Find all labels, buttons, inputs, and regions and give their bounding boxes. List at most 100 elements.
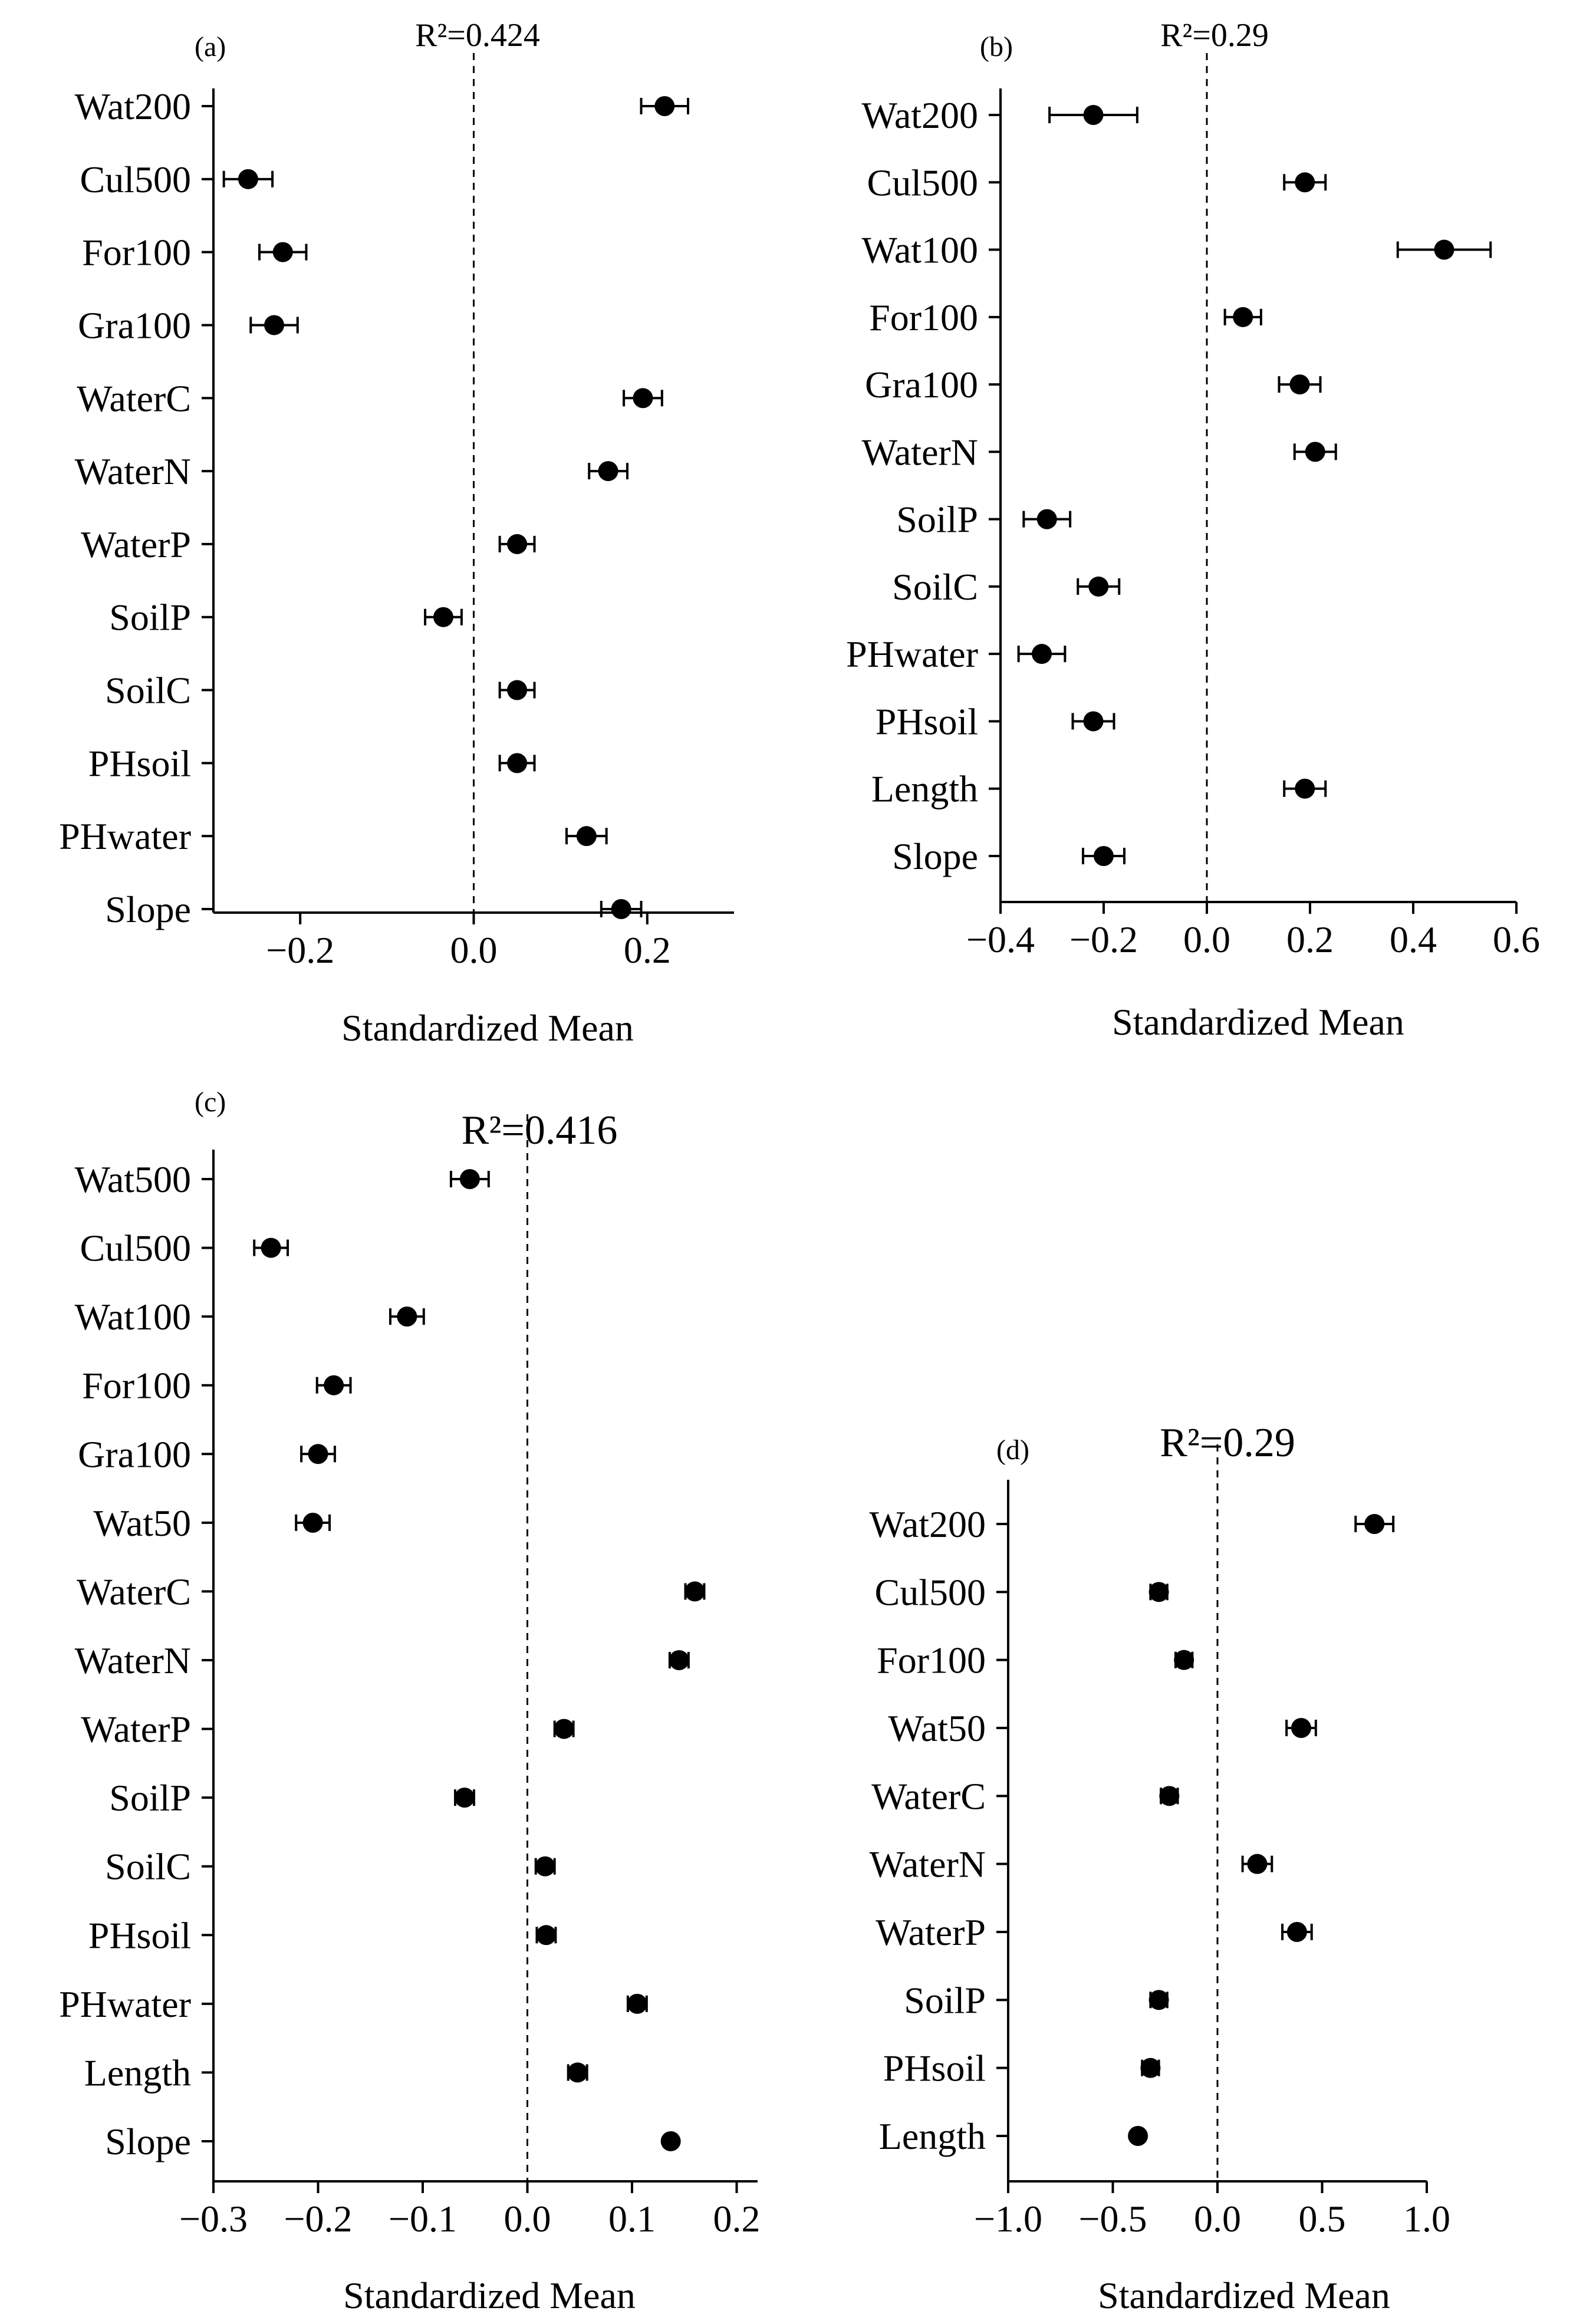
panel-b-point	[1083, 711, 1104, 732]
panel-d-point	[1140, 2058, 1161, 2078]
panel-c-y-label: Slope	[105, 2121, 191, 2162]
panel-a-point	[654, 96, 675, 116]
panel-c-label: (c)	[195, 1087, 226, 1118]
panel-d-x-tick-label: 0.5	[1299, 2198, 1346, 2240]
panel-d-point	[1148, 1582, 1169, 1602]
panel-b-point	[1088, 576, 1109, 597]
panel-a-y-label: Slope	[105, 888, 191, 930]
panel-a-y-label: Cul500	[80, 159, 191, 200]
panel-a-r2: R²=0.424	[415, 17, 540, 54]
panel-d-x-tick-label: −1.0	[974, 2198, 1042, 2240]
panel-c-point	[660, 2131, 681, 2151]
panel-c-y-label: Wat50	[94, 1502, 191, 1544]
panel-c-x-tick-label: 0.2	[713, 2198, 761, 2240]
panel-a-y-label: WaterP	[81, 524, 191, 565]
panel-c-point	[459, 1169, 480, 1189]
panel-d-x-title: Standardized Mean	[1098, 2274, 1390, 2316]
panel-d-y-label: Wat200	[870, 1503, 986, 1545]
panel-c-point	[669, 1650, 689, 1670]
panel-d-point	[1286, 1922, 1307, 1942]
panel-a-x-tick-label: −0.2	[266, 929, 334, 971]
panel-a-point	[633, 388, 653, 409]
panel-a-y-label: PHwater	[59, 815, 191, 857]
panel-b-x-tick-label: −0.4	[966, 919, 1035, 960]
panel-c-point	[324, 1375, 344, 1395]
panel-a-point	[576, 826, 597, 847]
panel-d-r2: R²=0.29	[1160, 1420, 1295, 1466]
panel-b-point	[1032, 644, 1052, 664]
panel-c-point	[567, 2062, 588, 2083]
panel-d-y-label: WaterP	[876, 1911, 986, 1953]
panel-a-y-label: WaterC	[77, 377, 191, 419]
panel-b-point	[1295, 778, 1315, 799]
panel-c-y-label: Cul500	[80, 1227, 191, 1269]
panel-a-point	[433, 607, 453, 627]
panel-d-point	[1291, 1718, 1311, 1738]
panel-c-point	[536, 1925, 557, 1946]
panel-c-point	[308, 1444, 328, 1464]
panel-b-x-tick-label: 0.2	[1286, 919, 1334, 960]
panel-b-y-label: Length	[871, 768, 978, 810]
panel-d-point	[1247, 1854, 1268, 1874]
panel-a-x-tick-label: 0.2	[624, 929, 671, 971]
panel-b-y-label: PHsoil	[876, 700, 978, 742]
panel-b-y-label: Wat200	[862, 94, 978, 136]
panel-a-point	[272, 242, 293, 262]
panel-c-y-label: PHwater	[59, 1983, 191, 2025]
panel-c-y-label: PHsoil	[88, 1914, 191, 1956]
panel-c-y-label: Gra100	[78, 1433, 191, 1475]
panel-b: (b) R²=0.29 Standardized Mean −0.4 −0.2 0.…	[846, 17, 1540, 1043]
panel-a-point	[598, 461, 618, 482]
panel-a-x-title: Standardized Mean	[341, 1007, 634, 1049]
panel-d-point	[1364, 1514, 1385, 1534]
panel-b-point	[1434, 239, 1454, 260]
panel-d-point	[1128, 2126, 1148, 2146]
panel-b-label: (b)	[980, 31, 1013, 62]
panel-a-point	[507, 753, 528, 773]
panel-d-y-label: For100	[877, 1640, 986, 1681]
panel-a-point	[611, 899, 631, 919]
panel-a-y-label: Wat200	[75, 85, 191, 127]
panel-c-point	[627, 1993, 647, 2014]
panel-b-y-label: For100	[869, 297, 978, 338]
panel-b-point	[1289, 374, 1310, 395]
panel-a-point	[507, 534, 528, 554]
panel-d-y-label: PHsoil	[883, 2048, 986, 2089]
panel-b-y-label: Cul500	[867, 162, 978, 203]
panel-d-label: (d)	[996, 1434, 1029, 1466]
panel-d-x-tick-label: 0.0	[1194, 2198, 1241, 2240]
panel-a: (a) R²=0.424 Standardized Mean −0.2 0.0 0.…	[59, 17, 734, 1049]
panel-b-x-tick-label: 0.4	[1390, 919, 1437, 960]
panel-a-point	[264, 315, 285, 335]
panel-c-x-tick-label: 0.0	[504, 2198, 551, 2240]
panel-c-y-label: WaterN	[75, 1640, 191, 1681]
panel-b-point	[1305, 442, 1325, 462]
panel-c-y-label: WaterP	[81, 1709, 191, 1750]
panel-a-y-label: SoilP	[109, 597, 191, 638]
panel-b-r2: R²=0.29	[1160, 17, 1269, 54]
panel-c-y-label: Length	[84, 2052, 191, 2093]
panel-b-y-label: PHwater	[846, 633, 978, 675]
panel-a-point	[238, 169, 258, 189]
panel-d-point	[1148, 1990, 1169, 2010]
panel-c-point	[261, 1237, 281, 1258]
panel-c-y-label: SoilP	[109, 1777, 191, 1819]
panel-a-point	[507, 680, 528, 700]
panel-b-point	[1233, 307, 1253, 327]
panel-c-point	[684, 1581, 705, 1602]
panel-b-y-label: SoilP	[896, 499, 978, 541]
panel-d-y-label: Wat50	[888, 1707, 986, 1749]
panel-a-y-label: SoilC	[105, 670, 191, 712]
panel-d: (d) R²=0.29 Standardized Mean −1.0 −0.5 0.…	[870, 1420, 1450, 2316]
panel-b-point	[1036, 509, 1057, 529]
panel-d-y-label: Cul500	[875, 1571, 986, 1613]
panel-d-y-label: SoilP	[904, 1979, 986, 2021]
panel-b-point	[1083, 105, 1104, 125]
panel-c-y-label: WaterC	[77, 1571, 191, 1612]
panel-c-x-title: Standardized Mean	[343, 2274, 636, 2316]
panel-b-point	[1295, 172, 1315, 193]
panel-a-y-label: PHsoil	[88, 742, 191, 784]
panel-c-x-tick-label: −0.3	[179, 2198, 248, 2240]
panel-c-point	[455, 1788, 475, 1808]
